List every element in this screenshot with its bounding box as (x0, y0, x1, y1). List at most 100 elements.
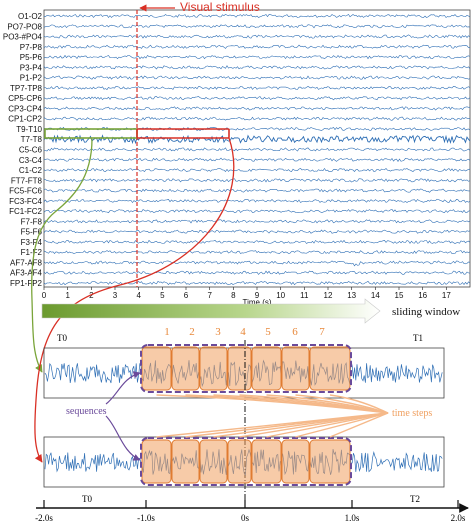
eeg-channel-label: P1-P2 (20, 74, 43, 83)
time-steps-fan (156, 394, 389, 438)
eeg-channel-label: FC3-FC4 (9, 197, 42, 206)
eeg-channel-label: PO7-PO8 (7, 22, 42, 31)
eeg-channel-label: PO3-#PO4 (3, 33, 43, 42)
eeg-x-tick-label: 6 (184, 291, 189, 300)
fan-line (239, 412, 389, 438)
eeg-channel-label: T9-T10 (16, 125, 42, 134)
upper-window: T0 T1 1 2 3 4 5 6 7 (43, 326, 445, 399)
eeg-trace (43, 106, 471, 111)
eeg-x-tick-label: 2 (89, 291, 94, 300)
upper-right-label: T1 (413, 333, 423, 343)
eeg-channel-label: P7-P8 (20, 43, 43, 52)
eeg-x-tick-label: 8 (231, 291, 236, 300)
red-connector (34, 137, 235, 463)
fan-line (295, 412, 389, 438)
eeg-x-tick-label: 16 (418, 291, 427, 300)
eeg-trace (43, 219, 471, 224)
bottom-right-label: T2 (410, 494, 420, 504)
time-step-box (141, 439, 172, 484)
eeg-channel-label: F3-F4 (21, 238, 43, 247)
sequences-label: sequences (66, 406, 107, 417)
eeg-channel-label: O1-O2 (18, 12, 43, 21)
eeg-trace (43, 250, 471, 255)
bottom-axis-tick-label: -1.0s (137, 513, 155, 523)
eeg-trace (43, 96, 471, 101)
step-number: 5 (265, 326, 271, 338)
eeg-channel-label: F7-F8 (21, 217, 43, 226)
eeg-trace (43, 13, 471, 19)
eeg-trace (43, 44, 471, 49)
eeg-x-tick-label: 11 (300, 291, 309, 300)
step-number: 2 (189, 326, 195, 338)
eeg-trace (43, 54, 471, 60)
fan-line (295, 394, 389, 414)
eeg-channel-label: C5-C6 (19, 146, 43, 155)
eeg-channel-label: AF7-AF8 (10, 258, 43, 267)
eeg-channel-label: FC1-FC2 (9, 207, 42, 216)
bottom-time-axis: -2.0s -1.0s 0s 1.0s 2.0s T0 T2 (35, 494, 469, 523)
eeg-trace (43, 188, 470, 193)
step-number: 1 (164, 326, 170, 338)
eeg-channel-label: CP1-CP2 (8, 115, 42, 124)
eeg-x-tick-label: 13 (347, 291, 356, 300)
upper-time-steps (141, 346, 351, 391)
upper-left-label: T0 (57, 333, 67, 343)
step-number: 3 (215, 326, 221, 338)
bottom-axis-tick-label: 1.0s (345, 513, 360, 523)
eeg-channel-label: TP7-TP8 (10, 84, 43, 93)
eeg-trace (43, 260, 471, 267)
eeg-x-tick-label: 0 (42, 291, 47, 300)
eeg-channel-label: P5-P6 (20, 53, 43, 62)
eeg-channel-label: F1-F2 (21, 248, 43, 257)
time-step-box (281, 439, 310, 484)
time-step-box (199, 346, 228, 391)
green-connector (31, 138, 93, 373)
lower-time-steps (141, 439, 351, 484)
eeg-channel-label: AF3-AF4 (10, 269, 43, 278)
time-step-box (171, 346, 200, 391)
sliding-window-arrow (41, 298, 381, 324)
step-number: 7 (319, 326, 325, 338)
eeg-trace (43, 24, 471, 29)
time-step-box (309, 439, 351, 484)
time-steps-label: time steps (392, 408, 432, 419)
eeg-trace (43, 209, 471, 214)
sequences-arrow-up (105, 371, 141, 405)
eeg-channel-label: FT7-FT8 (11, 176, 43, 185)
time-step-box (251, 439, 282, 484)
eeg-trace (43, 198, 471, 203)
eeg-x-tick-label: 4 (136, 291, 141, 300)
eeg-trace (43, 270, 471, 275)
eeg-channel-label: C3-C4 (19, 156, 43, 165)
eeg-x-tick-label: 7 (207, 291, 212, 300)
time-step-box (141, 346, 172, 391)
eeg-traces (43, 13, 471, 286)
eeg-x-tick-label: 5 (160, 291, 165, 300)
time-step-box (309, 346, 351, 391)
eeg-x-tick-label: 15 (395, 291, 404, 300)
time-step-box (281, 346, 310, 391)
lower-window (43, 436, 445, 488)
eeg-x-tick-label: 12 (324, 291, 333, 300)
eeg-trace (43, 147, 471, 152)
time-step-box (199, 439, 228, 484)
eeg-channel-label: FC5-FC6 (9, 187, 42, 196)
time-step-box (227, 439, 252, 484)
bottom-axis-tick-label: -2.0s (35, 513, 53, 523)
eeg-channel-label: F5-F6 (21, 228, 43, 237)
time-step-box (227, 346, 252, 391)
eeg-x-tick-label: 3 (113, 291, 118, 300)
stimulus-label: Visual stimulus (180, 0, 260, 14)
eeg-trace (43, 280, 471, 286)
fan-line (266, 394, 389, 414)
eeg-channel-label: P3-P4 (20, 63, 43, 72)
eeg-x-tick-label: 9 (255, 291, 260, 300)
eeg-channel-label: T7-T8 (21, 135, 43, 144)
highlight-red-box (136, 128, 230, 139)
eeg-trace (43, 34, 471, 39)
eeg-trace (43, 75, 471, 80)
bottom-axis-tick-label: 0s (241, 513, 250, 523)
